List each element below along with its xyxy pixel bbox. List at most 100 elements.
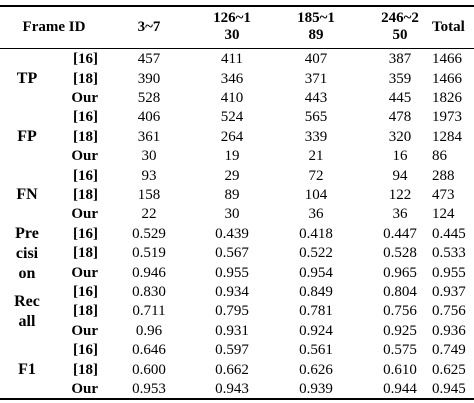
value-cell: 94 [392, 167, 408, 184]
total-cell: 1826 [432, 89, 462, 106]
group-label: Pre cisi on [15, 224, 39, 282]
table-row: [16] 93 29 72 94 288 [0, 166, 474, 185]
total-cell: 0.749 [432, 342, 466, 359]
method-cell: [16] [73, 225, 98, 242]
total-cell: 473 [432, 186, 455, 203]
total-cell: 0.533 [432, 245, 466, 262]
value-cell: 0.830 [132, 283, 166, 300]
value-cell: 0.954 [299, 264, 333, 281]
method-cell: Our [71, 380, 98, 397]
value-cell: 445 [388, 89, 412, 106]
group-label: Rec all [14, 292, 40, 330]
method-cell: [16] [73, 283, 98, 300]
value-cell: 0.965 [383, 264, 417, 281]
table-row: [18] 158 89 104 122 473 [0, 186, 474, 205]
value-cell: 36 [308, 206, 324, 223]
method-cell: Our [71, 264, 98, 281]
method-cell: Our [71, 148, 98, 165]
table-row: [16] 457 411 407 387 1466 [0, 50, 474, 69]
total-cell: 86 [432, 148, 447, 165]
value-cell: 0.575 [383, 342, 417, 359]
method-cell: [18] [73, 303, 98, 320]
table-row: Our 0.953 0.943 0.939 0.944 0.945 [0, 380, 474, 399]
value-cell: 0.946 [132, 264, 166, 281]
method-cell: [18] [73, 245, 98, 262]
value-cell: 0.934 [215, 283, 249, 300]
method-cell: Our [71, 206, 98, 223]
table-row: [18] 0.519 0.567 0.522 0.528 0.533 [0, 244, 474, 263]
value-cell: 0.849 [299, 283, 333, 300]
header-col-3-line-2: 89 [308, 27, 324, 43]
value-cell: 21 [308, 148, 324, 165]
value-cell: 443 [304, 89, 328, 106]
value-cell: 22 [141, 206, 157, 223]
table-row: [18] 0.600 0.662 0.626 0.610 0.625 [0, 360, 474, 379]
value-cell: 158 [137, 186, 161, 203]
header-col-4-line-2: 50 [392, 27, 408, 43]
value-cell: 478 [388, 109, 412, 126]
table-row: Our 0.96 0.931 0.924 0.925 0.936 [0, 322, 474, 341]
value-cell: 89 [224, 186, 240, 203]
value-cell: 0.804 [383, 283, 417, 300]
value-cell: 36 [392, 206, 408, 223]
value-cell: 0.439 [215, 225, 249, 242]
header-col-3: 185~1 89 [274, 7, 358, 47]
value-cell: 30 [224, 206, 240, 223]
total-cell: 0.937 [432, 283, 466, 300]
method-cell: [18] [73, 186, 98, 203]
value-cell: 0.944 [383, 380, 417, 397]
value-cell: 0.646 [132, 342, 166, 359]
total-cell: 0.955 [432, 264, 466, 281]
value-cell: 0.931 [215, 322, 249, 339]
table-row: [16] 0.646 0.597 0.561 0.575 0.749 [0, 341, 474, 360]
header-col-3-line-1: 185~1 [297, 10, 335, 26]
value-cell: 0.561 [299, 342, 333, 359]
value-cell: 528 [137, 89, 161, 106]
value-cell: 339 [304, 128, 328, 145]
value-cell: 0.567 [215, 245, 249, 262]
value-cell: 0.711 [132, 303, 166, 320]
total-cell: 0.945 [432, 380, 466, 397]
value-cell: 0.795 [215, 303, 249, 320]
method-cell: Our [71, 89, 98, 106]
method-cell: [16] [73, 342, 98, 359]
value-cell: 122 [388, 186, 412, 203]
value-cell: 0.96 [135, 322, 163, 339]
total-cell: 1466 [432, 70, 462, 87]
value-cell: 361 [137, 128, 161, 145]
value-cell: 0.939 [299, 380, 333, 397]
method-cell: [16] [73, 51, 98, 68]
value-cell: 524 [220, 109, 244, 126]
value-cell: 0.925 [383, 322, 417, 339]
table-row: [18] 361 264 339 320 1284 [0, 128, 474, 147]
table-row: [18] 0.711 0.795 0.781 0.756 0.756 [0, 302, 474, 321]
header-rule [0, 48, 474, 49]
header-col-2-line-1: 126~1 [213, 10, 251, 26]
table-row: Our 0.946 0.955 0.954 0.965 0.955 [0, 263, 474, 282]
top-rule [0, 5, 474, 7]
header-col-2-line-2: 30 [224, 27, 240, 43]
value-cell: 0.418 [299, 225, 333, 242]
value-cell: 359 [388, 70, 412, 87]
method-cell: [16] [73, 167, 98, 184]
method-cell: Our [71, 322, 98, 339]
table-row: [16] 0.529 0.439 0.418 0.447 0.445 [0, 225, 474, 244]
group-label: TP [16, 70, 38, 88]
table-row: Our 528 410 443 445 1826 [0, 89, 474, 108]
value-cell: 0.924 [299, 322, 333, 339]
value-cell: 371 [304, 70, 328, 87]
value-cell: 0.781 [299, 303, 333, 320]
value-cell: 407 [304, 51, 328, 68]
header-total: Total [432, 18, 465, 35]
value-cell: 16 [392, 148, 408, 165]
value-cell: 410 [220, 89, 244, 106]
table-row: Our 30 19 21 16 86 [0, 147, 474, 166]
value-cell: 320 [388, 128, 412, 145]
total-cell: 0.625 [432, 361, 466, 378]
value-cell: 0.626 [299, 361, 333, 378]
group-label: F1 [18, 361, 36, 379]
value-cell: 93 [141, 167, 157, 184]
value-cell: 457 [137, 51, 161, 68]
value-cell: 0.519 [132, 245, 166, 262]
value-cell: 19 [224, 148, 240, 165]
